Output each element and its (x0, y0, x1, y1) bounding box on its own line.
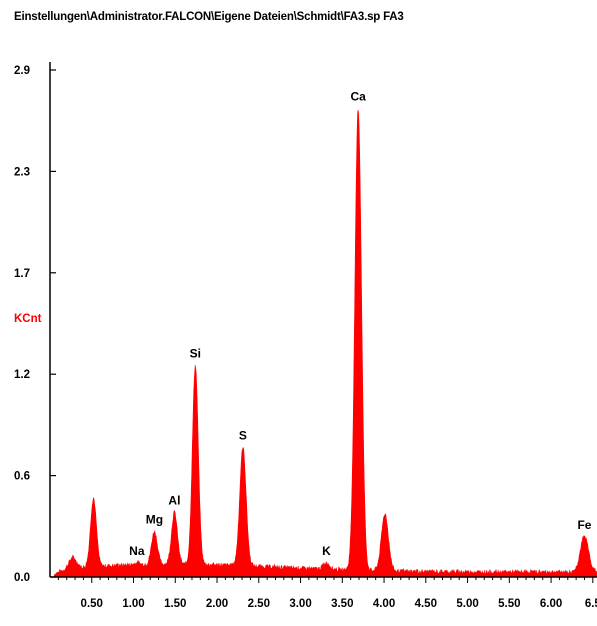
peak-label-mg: Mg (146, 513, 163, 527)
y-axis-label: KCnt (14, 313, 42, 325)
x-tick-label: 3.50 (331, 598, 353, 610)
x-tick-label: 6.00 (540, 598, 562, 610)
x-tick-label: 5.00 (456, 598, 478, 610)
x-tick-label: 4.50 (415, 598, 437, 610)
x-tick-label: 4.00 (373, 598, 395, 610)
x-tick-label: 3.00 (289, 598, 311, 610)
peak-label-na: Na (129, 544, 145, 558)
spectrum-area (53, 109, 597, 578)
y-tick-label: 0.6 (14, 471, 30, 483)
x-tick-label: 0.50 (81, 598, 103, 610)
x-tick-label: 6.5 (585, 598, 597, 610)
peak-label-si: Si (190, 346, 201, 360)
x-tick-label: 2.50 (248, 598, 270, 610)
y-tick-label: 1.7 (14, 268, 30, 280)
peak-label-al: Al (168, 493, 180, 507)
x-tick-label: 1.50 (164, 598, 186, 610)
x-tick-label: 1.00 (122, 598, 144, 610)
x-tick-label: 2.00 (206, 598, 228, 610)
y-tick-label: 1.2 (14, 369, 30, 381)
peak-label-s: S (239, 429, 247, 443)
y-tick-label: 2.3 (14, 166, 30, 178)
peak-label-ca: Ca (350, 89, 366, 103)
peak-label-fe: Fe (577, 518, 591, 532)
peak-label-k: K (322, 544, 331, 558)
chart-title: Einstellungen\Administrator.FALCON\Eigen… (14, 11, 404, 23)
y-tick-label: 2.9 (14, 65, 30, 77)
y-tick-label: 0.0 (14, 572, 30, 584)
x-tick-label: 5.50 (498, 598, 520, 610)
